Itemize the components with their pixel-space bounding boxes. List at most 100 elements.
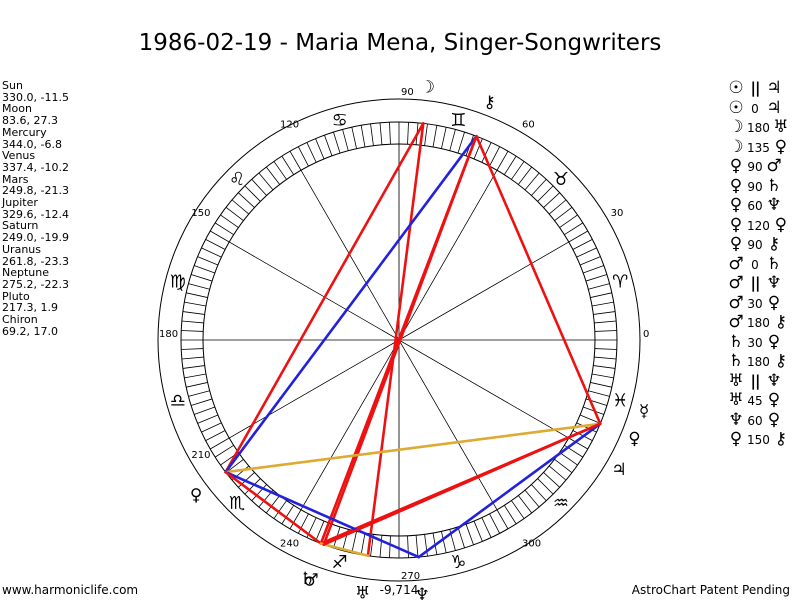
zodiac-sign-glyph: ♍ <box>170 272 186 293</box>
zodiac-sign-glyph: ♑ <box>450 552 466 573</box>
planet-name: Moon <box>2 102 32 116</box>
degree-label: 30 <box>611 208 624 219</box>
aspect-row: ♀ 60 ♆ <box>727 195 790 215</box>
degree-label: 210 <box>191 450 210 461</box>
aspect-planet-2-glyph: ♀ <box>767 390 781 410</box>
planet-glyph: ♃ <box>611 460 626 480</box>
planet-name: Chiron <box>2 313 38 327</box>
degree-tick <box>576 247 597 258</box>
degree-tick <box>210 437 230 450</box>
degree-label: 120 <box>280 119 299 130</box>
degree-tick <box>289 509 302 529</box>
zodiac-sign-glyph: ♌ <box>229 169 245 190</box>
degree-tick <box>181 330 204 332</box>
aspect-row: ♀ 90 ♂ <box>727 156 790 176</box>
aspect-angle: 180 <box>747 316 770 330</box>
planet-coords: 217.3, 1.9 <box>2 301 58 315</box>
aspect-line <box>417 422 602 559</box>
degree-tick <box>554 206 573 222</box>
planet-glyph: ♀ <box>190 486 202 506</box>
degree-tick <box>441 531 447 553</box>
degree-tick <box>590 292 612 298</box>
aspect-line <box>224 470 421 559</box>
degree-tick <box>273 500 287 519</box>
degree-label: 90 <box>401 87 414 98</box>
degree-tick <box>281 505 295 525</box>
degree-tick <box>594 330 617 332</box>
degree-tick <box>306 142 317 163</box>
planet-glyph: ♅ <box>355 583 370 600</box>
aspect-planet-1-glyph: ♆ <box>728 409 744 430</box>
degree-tick <box>531 484 547 501</box>
degree-tick <box>281 155 295 175</box>
degree-label: 0 <box>643 329 649 340</box>
aspect-planet-1-glyph: ♄ <box>728 351 744 371</box>
aspect-angle: 30 <box>747 335 763 350</box>
aspect-angle: 135 <box>747 140 770 155</box>
degree-tick <box>351 531 357 553</box>
aspect-planet-1-glyph: ♅ <box>728 390 744 410</box>
degree-label: 150 <box>191 208 210 219</box>
aspect-angle: 90 <box>747 179 763 194</box>
degree-tick <box>201 247 222 258</box>
aspect-angle: 0 <box>751 257 759 272</box>
aspect-angle: || <box>750 371 761 390</box>
bottom-value-label: -9,714 <box>380 583 419 597</box>
footer-website[interactable]: www.harmoniclife.com <box>2 583 139 597</box>
degree-tick <box>315 138 325 160</box>
aspect-row: ☽ 180 ♅ <box>727 117 790 137</box>
aspect-planet-2-glyph: ♃ <box>766 78 782 98</box>
degree-label: 240 <box>280 539 299 550</box>
degree-tick <box>432 125 438 148</box>
degree-tick <box>297 513 309 534</box>
degree-tick <box>197 414 219 424</box>
zodiac-sign-glyph: ♉ <box>553 169 569 190</box>
aspect-line <box>366 122 425 558</box>
zodiac-sign-glyph: ♎ <box>170 390 186 411</box>
aspect-planet-2-glyph: ⚷ <box>774 312 788 332</box>
aspect-angle: 90 <box>747 160 763 174</box>
planet-glyph: ⚷ <box>483 93 495 113</box>
degree-tick <box>548 465 567 481</box>
degree-tick <box>407 122 409 145</box>
aspect-angle: || <box>750 79 761 97</box>
degree-tick <box>591 301 614 307</box>
aspect-planet-1-glyph: ♀ <box>729 214 743 235</box>
degree-tick <box>184 373 207 379</box>
degree-tick <box>184 301 207 307</box>
aspect-planet-1-glyph: ♂ <box>728 292 744 313</box>
degree-tick <box>258 172 274 191</box>
aspect-planet-2-glyph: ♀ <box>767 292 781 313</box>
degree-tick <box>489 513 501 534</box>
degree-tick <box>496 151 509 171</box>
degree-tick <box>389 535 391 558</box>
aspect-planet-1-glyph: ☉ <box>728 78 744 98</box>
degree-tick <box>220 214 239 228</box>
degree-tick <box>370 123 374 146</box>
aspect-list: ☉ || ♃ ☉ 0 ♃ ☽ 180 ♅ ☽ 135 ♀ ♀ 90 ♂ ♀ 90 ♄ ♀ 60 ♆ ♀ 120 ♀ ♀ 90 ⚷ ♂ 0… <box>727 78 790 449</box>
aspect-planet-1-glyph: ♅ <box>728 370 744 391</box>
aspect-row: ♀ 120 ♀ <box>727 214 790 235</box>
planet-coords: 83.6, 27.3 <box>2 114 58 128</box>
degree-tick <box>201 422 222 433</box>
zodiac-sign-glyph: ♋ <box>332 110 348 131</box>
aspect-planet-2-glyph: ♅ <box>773 117 789 137</box>
degree-tick <box>188 283 210 290</box>
aspect-row: ♂ 30 ♀ <box>727 292 790 313</box>
aspect-row: ♀ 150 ⚷ <box>727 429 790 449</box>
degree-tick <box>251 179 267 196</box>
aspect-angle: 30 <box>747 296 763 311</box>
footer-patent-note: AstroChart Patent Pending <box>631 583 790 597</box>
chart-title: 1986-02-19 - Maria Mena, Singer-Songwrit… <box>138 30 662 56</box>
aspect-planet-2-glyph: ♆ <box>766 195 782 215</box>
degree-label: 270 <box>401 571 420 582</box>
degree-tick <box>407 535 409 558</box>
degree-tick <box>273 161 287 180</box>
degree-tick <box>517 495 533 514</box>
aspect-row: ☉ 0 ♃ <box>727 98 790 117</box>
planet-glyph: ♂ <box>303 570 318 590</box>
degree-tick <box>537 185 554 202</box>
planet-glyph: ☿ <box>639 401 649 421</box>
degree-tick <box>583 265 604 274</box>
